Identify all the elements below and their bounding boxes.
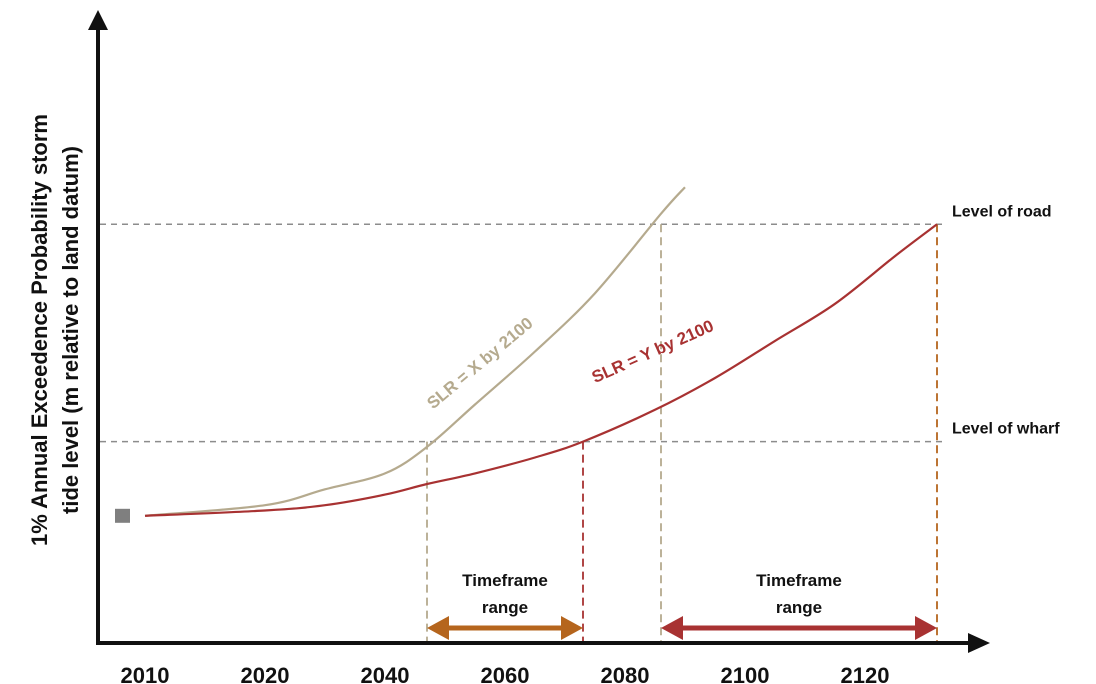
series-label-slr-y: SLR = Y by 2100 [589, 316, 717, 387]
x-tick-label-2010: 2010 [121, 663, 170, 684]
timeframe-label-line1-0: Timeframe [462, 571, 548, 590]
timeframe-arrow-right-icon-0 [561, 616, 583, 640]
x-axis-arrow-icon [968, 633, 990, 653]
series-line-slr-y [144, 223, 938, 517]
timeframe-arrow-left-icon-0 [427, 616, 449, 640]
y-axis-arrow-icon [88, 10, 108, 30]
x-tick-label-2100: 2100 [721, 663, 770, 684]
x-tick-label-2040: 2040 [361, 663, 410, 684]
series-label-slr-x: SLR = X by 2100 [423, 314, 536, 413]
reference-label-0: Level of road [952, 203, 1052, 220]
y-axis-label-line2: tide level (m relative to land datum) [58, 146, 83, 514]
x-tick-label-2060: 2060 [481, 663, 530, 684]
timeframe-arrow-right-icon-1 [915, 616, 937, 640]
reference-label-1: Level of wharf [952, 421, 1060, 438]
x-tick-label-2080: 2080 [601, 663, 650, 684]
y-axis-label-line1: 1% Annual Exceedence Probability storm [27, 114, 52, 546]
timeframe-label-line2-0: range [482, 598, 528, 617]
timeframe-label-line2-1: range [776, 598, 822, 617]
start-marker [115, 508, 130, 523]
x-tick-label-2020: 2020 [241, 663, 290, 684]
series-line-slr-x [144, 186, 686, 517]
timeframe-label-line1-1: Timeframe [756, 571, 842, 590]
timeframe-arrow-left-icon-1 [661, 616, 683, 640]
x-tick-label-2120: 2120 [841, 663, 890, 684]
